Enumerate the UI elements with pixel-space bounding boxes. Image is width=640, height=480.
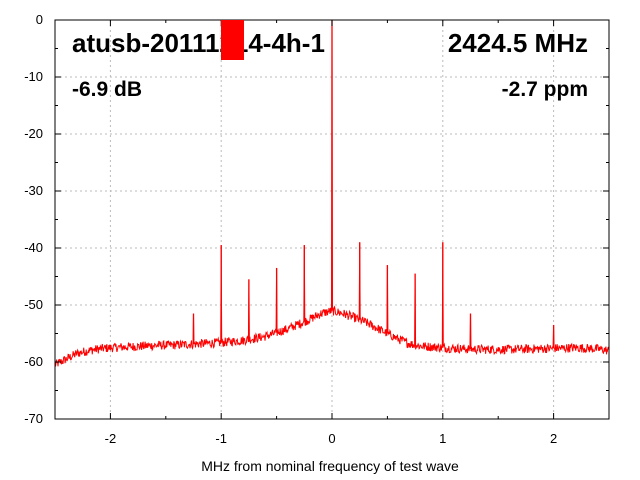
x-tick-label: 1	[439, 431, 446, 446]
frequency-label: 2424.5 MHz	[448, 28, 588, 58]
x-tick-label: -1	[215, 431, 227, 446]
power-label: -6.9 dB	[72, 78, 142, 101]
y-tick-label: -30	[24, 183, 43, 198]
x-tick-label: 0	[328, 431, 335, 446]
chart-title: atusb-20111214-4h-1	[72, 28, 325, 58]
x-tick-labels: -2 -1 0 1 2	[105, 431, 558, 446]
y-tick-label: -50	[24, 297, 43, 312]
x-axis-label: MHz from nominal frequency of test wave	[201, 458, 459, 474]
y-tick-label: -20	[24, 126, 43, 141]
y-tick-labels: 0 -10 -20 -30 -40 -50 -60 -70	[24, 12, 43, 426]
offset-label: -2.7 ppm	[502, 78, 588, 101]
y-tick-label: -40	[24, 240, 43, 255]
y-tick-label: -60	[24, 354, 43, 369]
axis-ticks	[54, 19, 610, 420]
x-tick-label: 2	[550, 431, 557, 446]
x-tick-label: -2	[105, 431, 117, 446]
marker-block	[221, 20, 244, 60]
y-tick-label: -10	[24, 69, 43, 84]
y-tick-label: -70	[24, 411, 43, 426]
y-tick-label: 0	[36, 12, 43, 27]
